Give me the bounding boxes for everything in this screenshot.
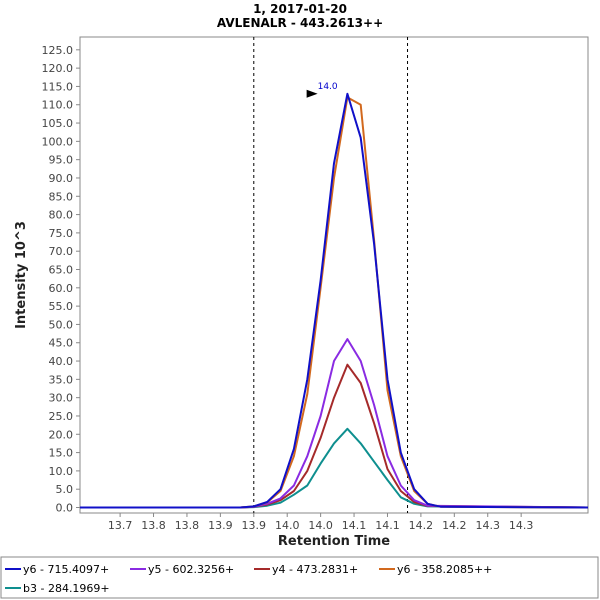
plot-area[interactable] [79,36,589,514]
x-tick-label: 13.8 [141,519,166,532]
y-tick-label: 40.0 [49,355,74,368]
y-tick-label: 65.0 [49,264,74,277]
x-axis-title: Retention Time [278,534,390,549]
x-tick-label: 13.7 [108,519,133,532]
peak-label: 14.0 [318,82,338,92]
y-tick-label: 125.0 [42,44,74,57]
y-axis: 0.0 5.0 10.0 15.0 20.0 25.0 30.0 35.0 40.0 45.0 50… [42,44,80,515]
x-axis: 13.7 13.8 13.8 13.9 13.9 14.0 14.0 14.1 14.1 14.2… [108,513,534,532]
y-tick-label: 95.0 [49,154,74,167]
peak-boundaries [253,37,409,513]
y-tick-label: 45.0 [49,337,74,350]
chart-title-line-2: AVLENALR - 443.2613++ [217,16,383,30]
legend-box [0,556,599,599]
x-tick-label: 14.2 [442,519,467,532]
legend-label: y4 - 473.2831+ [272,563,358,576]
legend-label: y6 - 715.4097+ [23,563,109,576]
y-tick-label: 30.0 [49,392,74,405]
x-tick-label: 14.2 [409,519,434,532]
series-line[interactable] [80,92,589,509]
x-tick-label: 14.0 [308,519,333,532]
y-tick-label: 105.0 [42,117,74,130]
x-tick-label: 13.9 [242,519,267,532]
y-tick-label: 15.0 [49,447,74,460]
x-tick-label: 14.1 [375,519,400,532]
y-tick-label: 110.0 [42,99,74,112]
series-layer [80,92,589,509]
y-tick-label: 75.0 [49,227,74,240]
y-tick-label: 10.0 [49,465,74,478]
y-tick-label: 0.0 [56,502,74,515]
y-tick-label: 60.0 [49,282,74,295]
y-tick-label: 80.0 [49,209,74,222]
y-tick-label: 5.0 [56,483,74,496]
x-tick-label: 14.1 [342,519,367,532]
y-tick-label: 70.0 [49,245,74,258]
annotation-layer: 14.0 [306,82,338,98]
x-tick-label: 13.9 [208,519,233,532]
y-tick-label: 55.0 [49,300,74,313]
x-tick-label: 14.3 [509,519,534,532]
legend-label: y5 - 602.3256+ [148,563,234,576]
y-tick-label: 20.0 [49,428,74,441]
legend-label: b3 - 284.1969+ [23,582,110,595]
y-tick-label: 100.0 [42,135,74,148]
legend: y6 - 715.4097+ y5 - 602.3256+ y4 - 473.283… [5,563,492,595]
legend-label: y6 - 358.2085++ [397,563,492,576]
y-tick-label: 115.0 [42,80,74,93]
y-tick-label: 90.0 [49,172,74,185]
y-tick-label: 35.0 [49,373,74,386]
y-tick-label: 85.0 [49,190,74,203]
chart-title-line-1: 1, 2017-01-20 [253,2,347,16]
peak-marker-arrow [306,89,318,98]
y-tick-label: 25.0 [49,410,74,423]
y-tick-label: 50.0 [49,318,74,331]
x-tick-label: 13.8 [175,519,200,532]
y-axis-title: Intensity 10^3 [14,221,29,329]
y-tick-label: 120.0 [42,62,74,75]
series-line[interactable] [80,338,589,509]
x-tick-label: 14.0 [275,519,300,532]
x-tick-label: 14.3 [475,519,500,532]
